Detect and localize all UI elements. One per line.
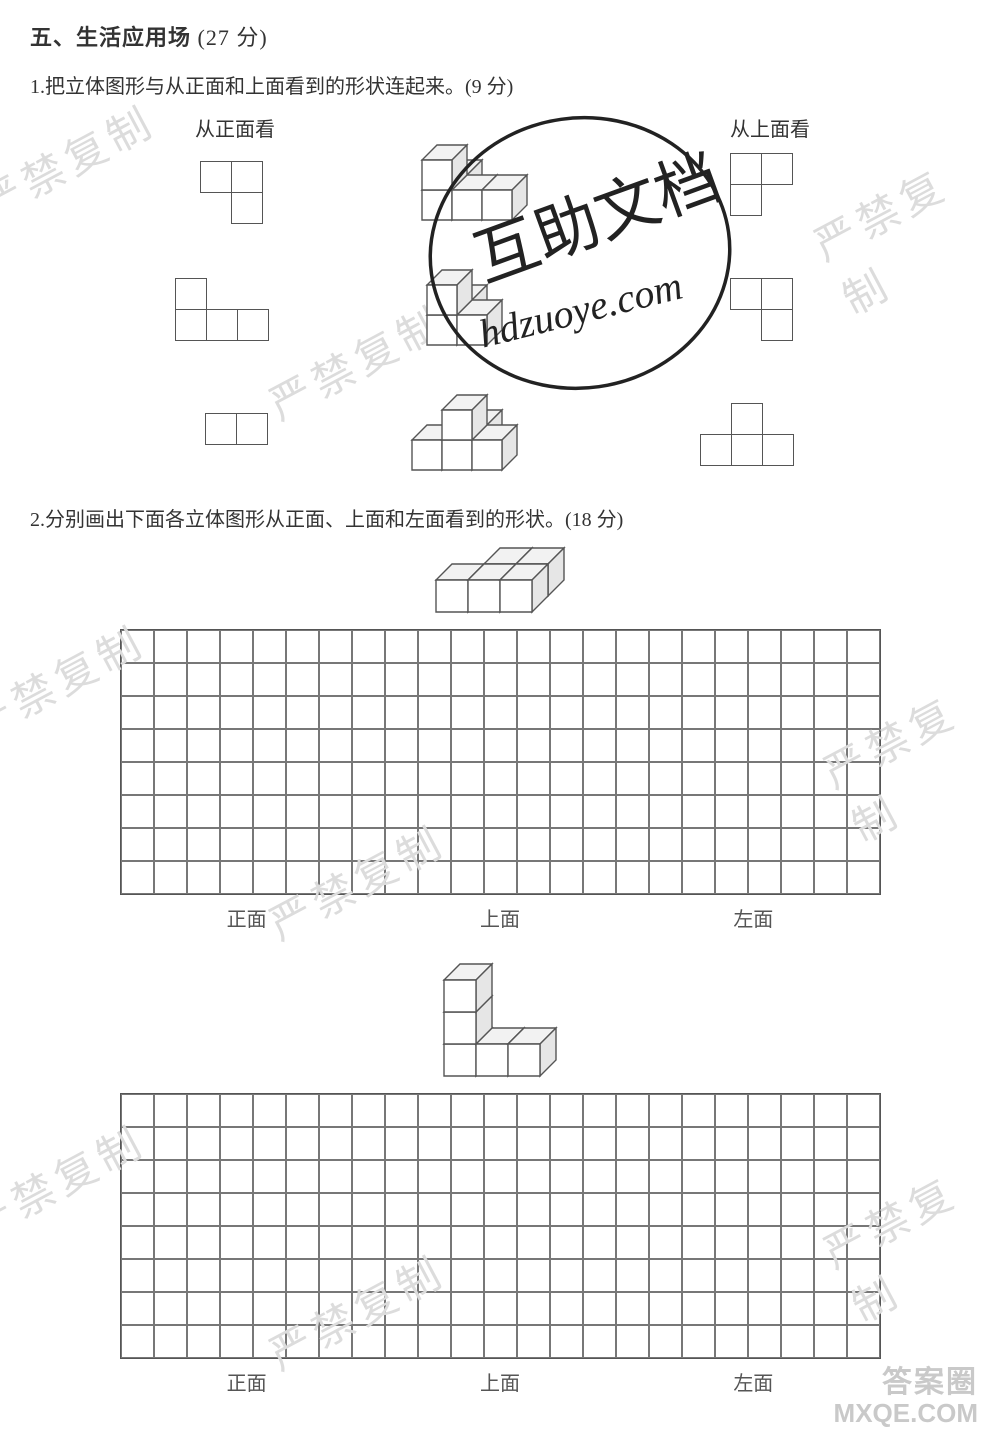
q1-right-label: 从上面看 (730, 113, 810, 142)
label-front: 正面 (120, 1367, 373, 1396)
q2-solid-a (434, 546, 566, 614)
label-top: 上面 (373, 903, 626, 932)
flat-shape-right-3 (700, 403, 796, 467)
q2-text: 2.分别画出下面各立体图形从正面、上面和左面看到的形状。(18 分) (30, 503, 970, 532)
label-left: 左面 (627, 1367, 880, 1396)
q2-solid-b (442, 962, 558, 1078)
q2-grid-b-labels: 正面 上面 左面 (120, 1367, 880, 1396)
svg-text:hdzuoye.com: hdzuoye.com (474, 263, 686, 357)
solid-shape-2 (425, 268, 504, 347)
section-points: (27 分) (198, 25, 268, 50)
section-title: 五、生活应用场 (30, 25, 191, 50)
label-top: 上面 (373, 1367, 626, 1396)
label-left: 左面 (627, 903, 880, 932)
q1-text: 1.把立体图形与从正面和上面看到的形状连起来。(9 分) (30, 70, 970, 99)
flat-shape-right-1 (730, 153, 794, 217)
flat-shape-left-2 (175, 278, 271, 342)
q1-left-label: 从正面看 (195, 113, 275, 142)
q1-figure-area: 从正面看 从上面看 互助文档 hdzuoye.com (30, 113, 970, 493)
flat-shape-right-2 (730, 278, 794, 342)
solid-shape-1 (420, 143, 529, 222)
flat-shape-left-1 (200, 161, 264, 225)
q2-grid-a (120, 629, 881, 895)
flat-shape-left-3 (205, 413, 269, 445)
label-front: 正面 (120, 903, 373, 932)
q2-grid-b (120, 1093, 881, 1359)
q2-grid-a-labels: 正面 上面 左面 (120, 903, 880, 932)
solid-shape-3 (410, 393, 519, 472)
